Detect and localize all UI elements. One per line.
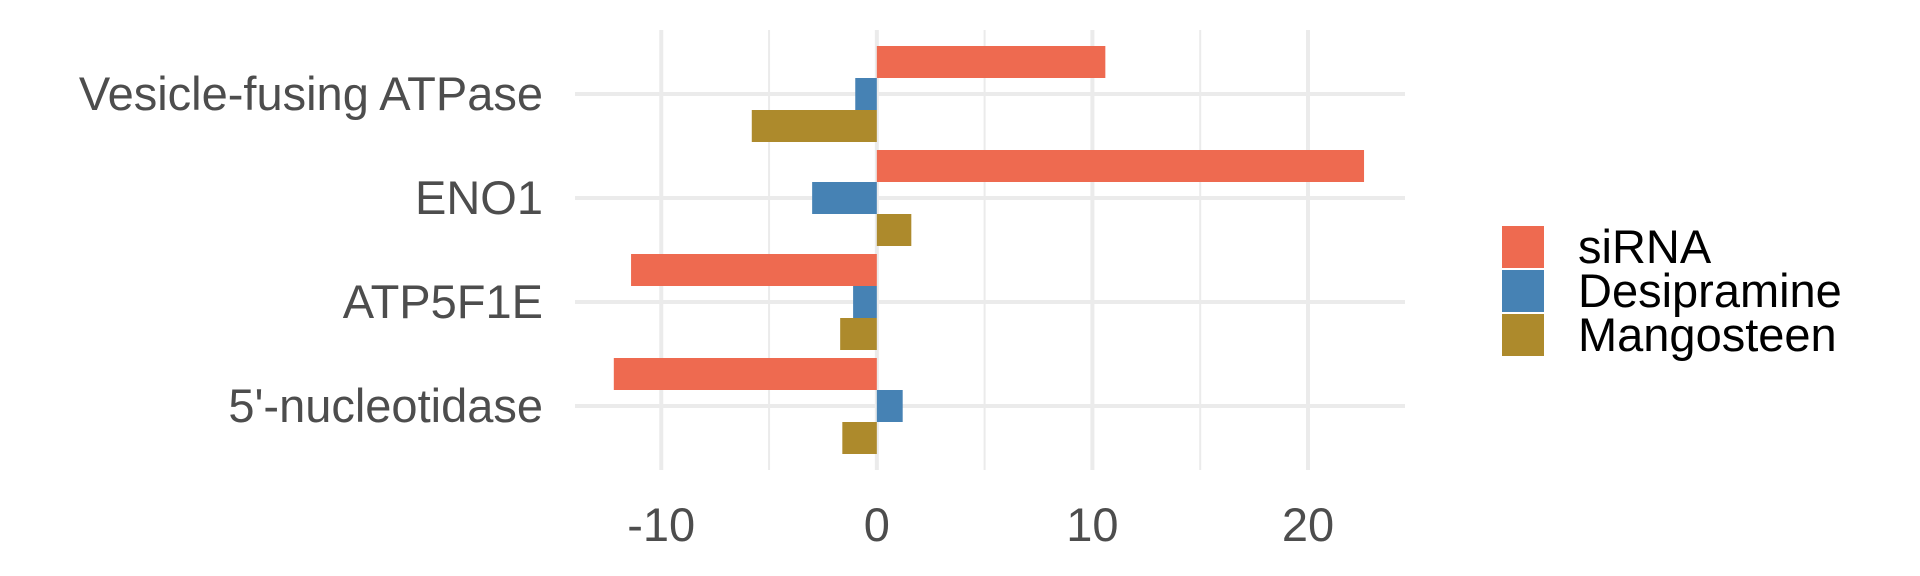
bar-sirna-0	[876, 46, 1106, 78]
bar-mangosteen-1	[876, 214, 912, 246]
bar-mangosteen-3	[842, 422, 877, 454]
bar-desipramine-2	[853, 286, 877, 318]
category-label: ATP5F1E	[343, 275, 543, 328]
category-label: ENO1	[415, 171, 543, 224]
major-gridlines	[575, 30, 1405, 470]
legend-key-desipramine	[1502, 270, 1544, 312]
x-tick-label: -10	[627, 498, 695, 551]
legend-key-sirna	[1502, 226, 1544, 268]
x-tick-label: 10	[1066, 498, 1118, 551]
bar-desipramine-0	[855, 78, 877, 110]
category-label: 5'-nucleotidase	[228, 379, 543, 432]
bar-sirna-2	[631, 254, 877, 286]
legend-label-mangosteen: Mangosteen	[1578, 308, 1837, 361]
plot-panel	[575, 30, 1405, 470]
bar-desipramine-3	[876, 390, 903, 422]
category-axis: Vesicle-fusing ATPase ENO1 ATP5F1E 5'-nucle…	[79, 67, 543, 432]
legend-label-sirna: siRNA	[1578, 220, 1712, 273]
x-tick-label: 20	[1282, 498, 1334, 551]
legend-key-mangosteen	[1502, 314, 1544, 356]
bar-desipramine-1	[812, 182, 877, 214]
minor-gridlines	[768, 30, 1202, 470]
bar-sirna-3	[613, 358, 877, 390]
bar-mangosteen-2	[840, 318, 877, 350]
legend-label-desipramine: Desipramine	[1578, 264, 1842, 317]
x-tick-label: 0	[864, 498, 890, 551]
bar-sirna-1	[876, 150, 1365, 182]
bar-mangosteen-0	[751, 110, 877, 142]
bars	[613, 46, 1365, 454]
value-axis: -10 0 10 20	[627, 498, 1334, 551]
category-label: Vesicle-fusing ATPase	[79, 67, 543, 120]
